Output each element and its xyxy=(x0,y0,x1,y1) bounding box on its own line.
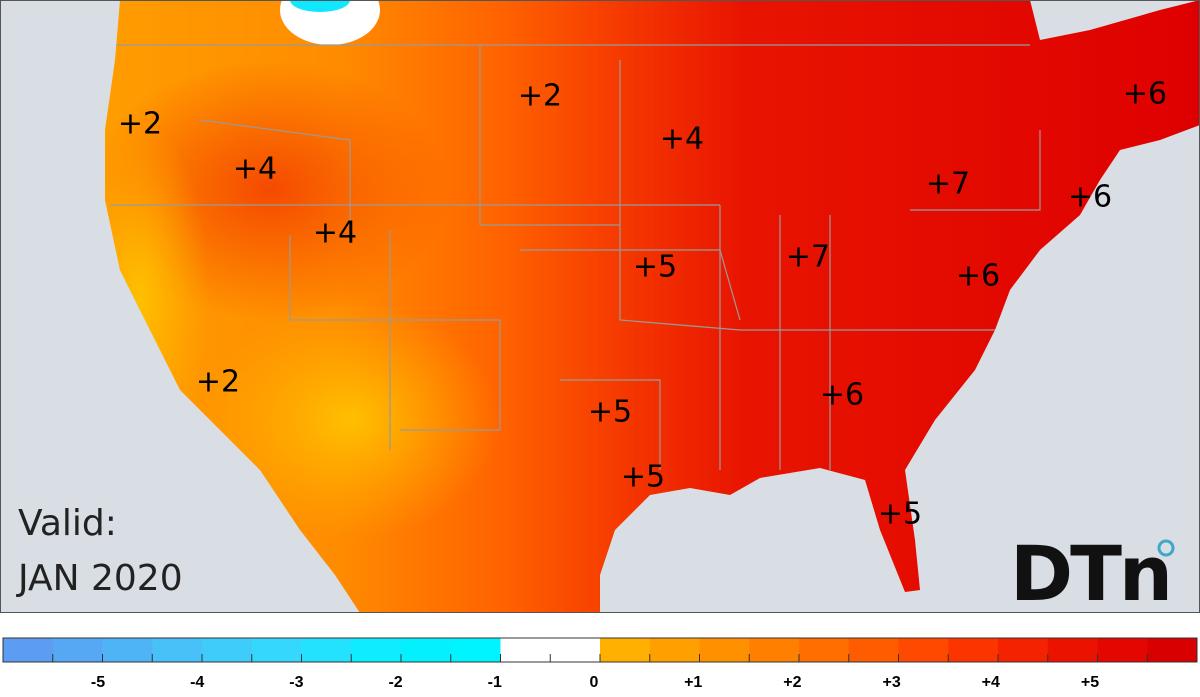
legend-tick-label: -5 xyxy=(91,674,105,691)
legend-tick-label: -4 xyxy=(190,674,204,691)
anomaly-label: +4 xyxy=(233,152,277,187)
anomaly-label: +6 xyxy=(820,378,864,413)
anomaly-label: +5 xyxy=(633,250,677,285)
legend-tick-label: -3 xyxy=(289,674,303,691)
legend-swatch xyxy=(1097,638,1148,662)
legend-swatch xyxy=(600,638,651,662)
valid-date: JAN 2020 xyxy=(16,558,183,599)
anomaly-label: +5 xyxy=(621,460,665,495)
anomaly-label: +5 xyxy=(588,395,632,430)
legend-swatch xyxy=(948,638,999,662)
legend-swatch xyxy=(848,638,899,662)
legend-swatch xyxy=(301,638,352,662)
legend-swatch xyxy=(1047,638,1098,662)
legend-tick-label: +3 xyxy=(882,674,900,691)
anomaly-label: +6 xyxy=(1123,77,1167,112)
anomaly-label: +7 xyxy=(926,167,970,202)
anomaly-label: +4 xyxy=(313,216,357,251)
valid-label: Valid: xyxy=(18,503,117,544)
legend-swatch xyxy=(102,638,153,662)
legend-swatch xyxy=(898,638,949,662)
legend: -5 -4 -3 -2 -1 0 +1 +2 +3 +4 +5 xyxy=(2,637,1198,691)
legend-swatch xyxy=(401,638,452,662)
legend-tick-label: 0 xyxy=(590,674,599,691)
legend-swatch xyxy=(649,638,700,662)
legend-tick-label: +4 xyxy=(982,674,1000,691)
anomaly-label: +2 xyxy=(518,79,562,114)
anomaly-label: +4 xyxy=(660,122,704,157)
map-labels: +2 +4 +4 +2 +2 +4 +5 +7 +7 +6 +6 +6 +5 +6 +5 +5 xyxy=(118,77,1167,532)
legend-tick-label: -1 xyxy=(488,674,502,691)
legend-swatch xyxy=(450,638,501,662)
legend-swatch xyxy=(550,638,601,662)
legend-tick-label: +2 xyxy=(783,674,801,691)
legend-tick-label: +5 xyxy=(1081,674,1099,691)
anomaly-label: +6 xyxy=(1068,180,1112,215)
legend-swatch xyxy=(1147,638,1198,662)
legend-swatch xyxy=(799,638,850,662)
anomaly-label: +2 xyxy=(118,107,162,142)
legend-swatch xyxy=(52,638,103,662)
anomaly-label: +7 xyxy=(786,240,830,275)
legend-swatch xyxy=(998,638,1049,662)
legend-tick-label: +1 xyxy=(684,674,702,691)
legend-swatch xyxy=(749,638,800,662)
legend-swatch xyxy=(152,638,203,662)
anomaly-label: +5 xyxy=(878,497,922,532)
legend-tick-label: -2 xyxy=(388,674,402,691)
anomaly-label: +2 xyxy=(196,365,240,400)
legend-swatch xyxy=(699,638,750,662)
legend-swatch xyxy=(202,638,253,662)
legend-swatch xyxy=(3,638,54,662)
legend-swatch xyxy=(351,638,402,662)
anomaly-label: +6 xyxy=(956,259,1000,294)
legend-swatch xyxy=(500,638,551,662)
legend-swatch xyxy=(251,638,302,662)
logo: DTn xyxy=(1010,529,1170,618)
logo-dot xyxy=(1157,539,1175,557)
